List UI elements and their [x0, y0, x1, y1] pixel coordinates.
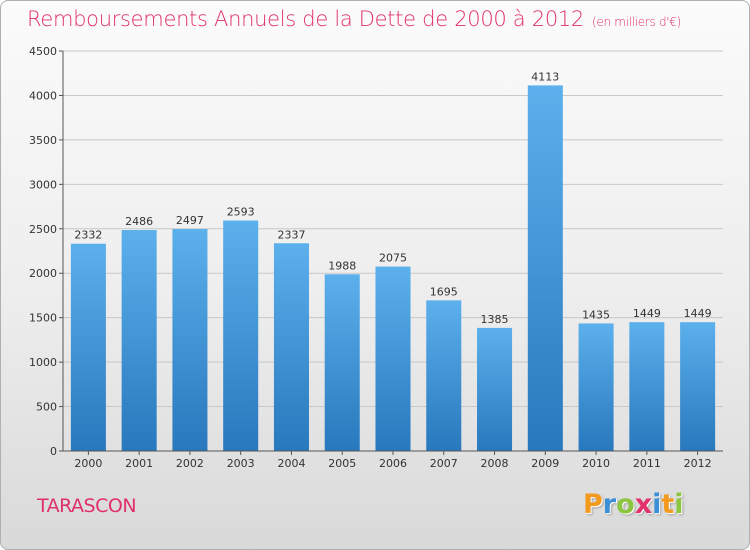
y-tick-label: 1500 — [29, 312, 57, 325]
x-tick-label: 2002 — [176, 457, 204, 470]
data-label: 1385 — [481, 313, 509, 326]
x-tick-label: 2012 — [684, 457, 712, 470]
y-tick-label: 3000 — [29, 178, 57, 191]
y-tick-label: 2000 — [29, 267, 57, 280]
data-label: 2075 — [379, 252, 407, 265]
bar-2008 — [477, 327, 513, 451]
bars: 2332 2486 2497 2593 2337 1988 2075 1695 1385 4113… — [70, 70, 716, 452]
bar-2000 — [70, 243, 106, 451]
logo-letter: P — [583, 489, 603, 520]
x-tick-label: 2009 — [531, 457, 559, 470]
data-label: 2497 — [176, 214, 204, 227]
x-tick-label: 2003 — [227, 457, 255, 470]
bar-2004 — [273, 243, 309, 451]
x-tick-label: 2011 — [633, 457, 661, 470]
x-tick-label: 2005 — [328, 457, 356, 470]
bar-2007 — [426, 300, 462, 451]
data-label: 1695 — [430, 285, 458, 298]
y-tick-label: 4000 — [29, 89, 57, 102]
data-label: 2332 — [74, 229, 102, 242]
data-label: 2593 — [227, 206, 255, 219]
axes: 0 500 1000 1500 2000 2500 3000 3500 4000 4500 2000… — [29, 45, 723, 470]
x-tick-label: 2006 — [379, 457, 407, 470]
data-label: 2486 — [125, 215, 153, 228]
chart-title: Remboursements Annuels de la Dette de 20… — [27, 7, 681, 31]
bar-2006 — [375, 266, 411, 451]
bar-2001 — [121, 230, 157, 451]
x-tick-label: 2004 — [277, 457, 305, 470]
data-label: 1435 — [582, 308, 610, 321]
x-tick-label: 2000 — [74, 457, 102, 470]
data-label: 1449 — [684, 307, 712, 320]
bar-2010 — [578, 323, 614, 451]
y-tick-label: 2500 — [29, 223, 57, 236]
bar-2011 — [629, 322, 665, 451]
bar-2009 — [527, 85, 563, 452]
data-label: 1988 — [328, 259, 356, 272]
chart-title-text: Remboursements Annuels de la Dette de 20… — [27, 7, 584, 31]
logo-letter: r — [602, 489, 617, 520]
x-tick-label: 2010 — [582, 457, 610, 470]
data-label: 2337 — [277, 228, 305, 241]
y-tick-label: 3500 — [29, 134, 57, 147]
logo-letter: t — [661, 489, 675, 520]
logo-letter: i — [652, 489, 662, 520]
chart-unit: (en milliers d'€) — [592, 15, 682, 29]
bar-2003 — [223, 220, 259, 451]
y-tick-label: 500 — [36, 401, 57, 414]
logo-letter: i — [674, 489, 684, 520]
bar-2002 — [172, 229, 208, 451]
data-label: 1449 — [633, 307, 661, 320]
proxiti-logo: Proxiti — [583, 489, 684, 520]
y-tick-label: 4500 — [29, 45, 57, 58]
bar-2005 — [324, 274, 360, 451]
logo-letter: o — [616, 489, 635, 520]
x-tick-label: 2001 — [125, 457, 153, 470]
data-label: 4113 — [531, 70, 559, 83]
city-name: TARASCON — [37, 495, 137, 517]
logo-letter: x — [634, 489, 653, 520]
x-tick-label: 2007 — [430, 457, 458, 470]
x-tick-label: 2008 — [481, 457, 509, 470]
y-tick-label: 1000 — [29, 356, 57, 369]
y-tick-label: 0 — [50, 445, 57, 458]
bar-2012 — [680, 322, 716, 451]
